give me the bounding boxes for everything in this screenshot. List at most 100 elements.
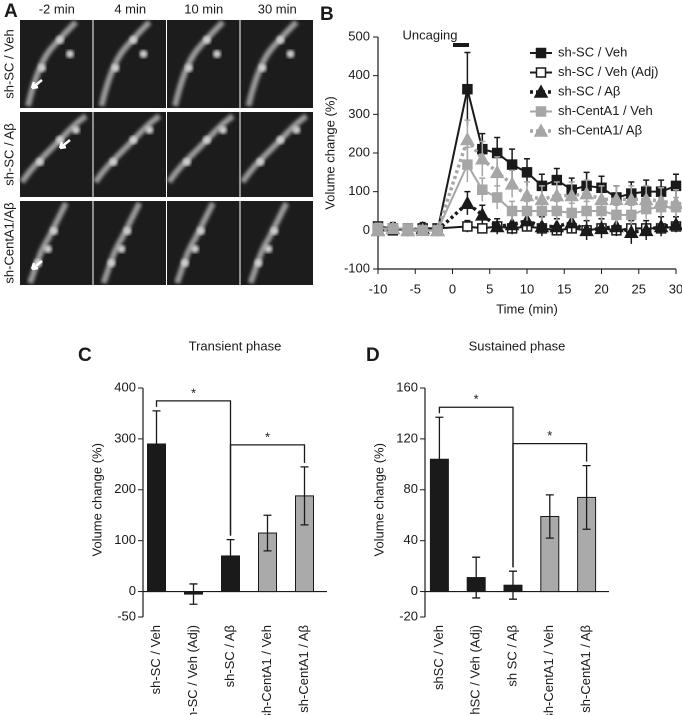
image-background [240,112,313,197]
y-tick-label: 0 [411,583,418,598]
spine [213,50,221,58]
arrow [30,79,43,90]
x-tick-label: 25 [632,281,646,296]
row-label: sh-CentA1/Aβ [1,202,16,283]
panel-letter: A [4,1,18,22]
marker [462,221,473,232]
marker [460,131,475,146]
y-tick-label: 120 [396,430,418,445]
y-tick-label: 200 [114,481,136,496]
micrograph [19,112,93,197]
chart-title: Transient phase [189,338,282,353]
dendrite [100,201,143,285]
x-tick-label: 5 [486,281,493,296]
x-axis-label: Time (min) [496,301,558,316]
y-tick-label: 400 [348,67,370,82]
marker [653,218,669,233]
y-tick-label: -20 [399,608,418,623]
spine [191,245,199,253]
y-tick-label: 0 [363,222,370,237]
x-tick-label: sh-SC / Aβ [222,625,237,687]
marker [624,224,639,239]
marker [489,218,505,233]
x-tick-label: sh SC / Aβ [504,625,519,687]
marker [504,176,520,190]
spine [109,158,118,166]
y-axis-label: Volume change (%) [89,443,104,556]
micrograph [166,112,240,197]
y-tick-label: -100 [344,260,370,275]
time-label: 10 min [184,1,223,16]
marker [535,47,547,59]
marker [460,195,475,210]
y-tick-label: 0 [129,583,136,598]
y-tick-label: 160 [396,379,418,394]
marker [581,205,592,217]
x-tick-label: -10 [369,281,388,296]
significance-label: * [265,429,270,444]
image-background [93,112,166,197]
spine [129,136,138,144]
spine [258,64,267,72]
micrograph [240,112,313,197]
x-tick-label: sh-CentA1 / Aβ [578,625,593,713]
y-tick-label: 300 [348,106,370,121]
marker [668,195,682,210]
y-axis-label: Volume change (%) [371,443,386,556]
x-tick-label: sh-CentA1 / Veh [259,625,274,715]
micrograph [167,19,240,108]
dendrite [247,201,290,285]
marker [462,83,473,95]
time-label: -2 min [39,1,75,16]
error-bar [300,466,309,526]
x-tick-label: sh-SC / Veh (Adj) [185,625,200,715]
marker [534,191,550,206]
spine [44,245,52,253]
dendrite [166,113,235,184]
x-tick-label: 20 [594,281,608,296]
dendrite [19,113,88,184]
legend-label: sh-CentA1/ Aβ [558,122,642,137]
y-tick-label: 200 [348,144,370,159]
spine [276,36,285,44]
significance-bracket [438,406,514,568]
dendrite [93,113,162,184]
significance-bracket [155,400,232,536]
marker [579,186,594,200]
spine [183,158,191,166]
y-tick-label: 500 [348,28,370,43]
image-background [167,112,240,197]
annotation: Uncaging [403,27,458,42]
time-label: 4 min [114,1,146,16]
x-tick-label: sh-CentA1 / Aβ [296,625,311,713]
marker [668,216,682,231]
marker [504,216,520,231]
marker [370,222,386,237]
spine [286,50,295,58]
spine [264,245,273,253]
chart-title: Sustained phase [469,338,566,353]
arrow [30,260,43,271]
x-tick-label: sh-CentA1 / Veh [541,625,556,715]
significance-label: * [547,428,552,443]
marker [594,191,609,206]
y-tick-label: 100 [348,183,370,198]
micrograph [20,19,93,108]
dendrite [245,19,299,107]
micrograph [167,201,240,285]
x-tick-label: 30 [669,281,682,296]
micrograph [93,112,166,197]
row-label: sh-SC / Aβ [1,123,16,185]
error-bar [152,410,161,478]
spine [219,126,227,134]
significance-bracket [512,442,588,568]
spine [203,36,211,44]
legend-label: sh-CentA1 / Veh [558,103,653,118]
micrograph [20,201,93,285]
uncaging-bar [453,43,469,47]
x-tick-label: 0 [449,281,456,296]
x-tick-label: shSC / Veh [431,625,446,690]
spine [181,259,189,267]
y-tick-label: 300 [114,430,136,445]
